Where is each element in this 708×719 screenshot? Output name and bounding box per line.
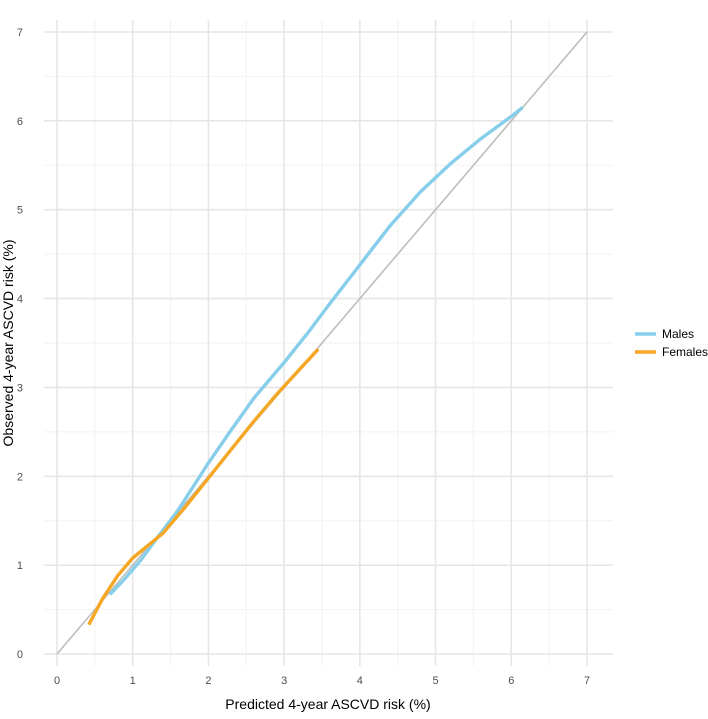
series-layer <box>87 106 524 626</box>
series-line-females <box>87 348 320 626</box>
x-tick-label: 4 <box>357 675 363 687</box>
grid <box>44 20 613 666</box>
x-tick-label: 5 <box>433 675 439 687</box>
x-tick-label: 3 <box>281 675 287 687</box>
legend-label-males: Males <box>662 327 694 341</box>
y-axis-title: Observed 4-year ASCVD risk (%) <box>0 240 16 447</box>
y-tick-label: 6 <box>17 116 23 128</box>
x-tick-label: 2 <box>205 675 211 687</box>
y-tick-label: 7 <box>17 27 23 39</box>
y-tick-label: 4 <box>17 294 23 306</box>
x-axis-title: Predicted 4-year ASCVD risk (%) <box>225 696 430 712</box>
x-tick-label: 1 <box>130 675 136 687</box>
reference-line-layer <box>56 31 588 655</box>
legend: Males Females <box>635 327 708 359</box>
y-tick-label: 3 <box>17 382 23 394</box>
x-tick-label: 7 <box>584 675 590 687</box>
y-tick-label: 5 <box>17 205 23 217</box>
y-tick-label: 1 <box>17 560 23 572</box>
y-tick-label: 0 <box>17 649 23 661</box>
tick-labels: 0 1 2 3 4 5 6 7 0 1 2 3 4 5 6 7 <box>17 27 590 687</box>
x-tick-label: 0 <box>54 675 60 687</box>
legend-label-females: Females <box>662 345 708 359</box>
y-tick-label: 2 <box>17 471 23 483</box>
reference-line <box>56 31 588 655</box>
x-tick-label: 6 <box>508 675 514 687</box>
